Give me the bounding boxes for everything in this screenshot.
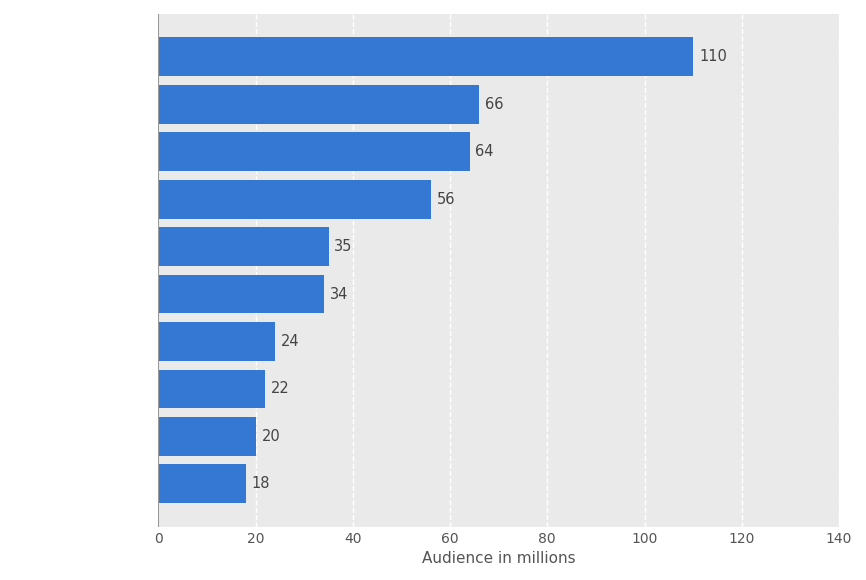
- Bar: [158, 465, 246, 503]
- Text: 34: 34: [330, 287, 348, 302]
- Text: 20: 20: [262, 429, 281, 444]
- Text: 64: 64: [475, 144, 494, 159]
- Bar: [158, 274, 324, 314]
- Bar: [158, 180, 430, 219]
- X-axis label: Audience in millions: Audience in millions: [422, 551, 576, 566]
- Text: 110: 110: [699, 49, 727, 64]
- Bar: [158, 322, 275, 361]
- Bar: [158, 37, 693, 76]
- Bar: [158, 85, 479, 124]
- Bar: [158, 369, 265, 408]
- Text: 18: 18: [252, 476, 270, 491]
- Bar: [158, 417, 255, 456]
- Bar: [158, 132, 469, 171]
- Text: 56: 56: [436, 191, 455, 206]
- Text: 24: 24: [281, 334, 300, 349]
- Text: 22: 22: [271, 382, 290, 397]
- Bar: [158, 227, 328, 266]
- Text: 66: 66: [485, 97, 504, 111]
- Text: 35: 35: [334, 239, 352, 254]
